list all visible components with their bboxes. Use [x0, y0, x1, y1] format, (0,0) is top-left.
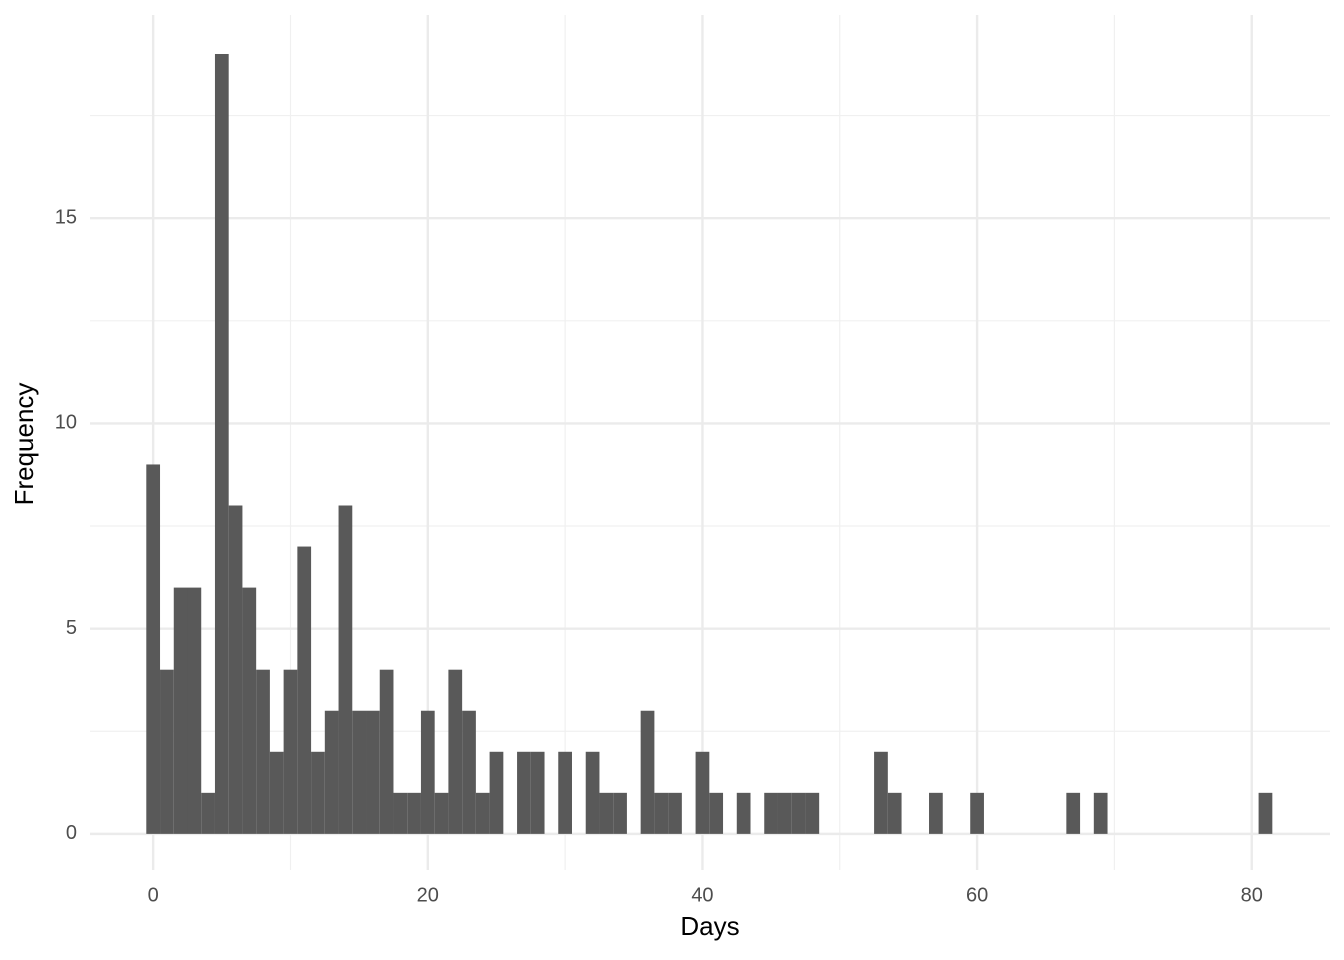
x-tick-label: 20 — [417, 884, 439, 906]
bar — [970, 792, 984, 834]
y-tick-label: 10 — [55, 412, 77, 434]
bar — [558, 751, 572, 834]
bar — [929, 792, 943, 834]
bar — [407, 792, 421, 834]
x-tick-label: 40 — [691, 884, 713, 906]
bar — [201, 792, 215, 834]
bar — [228, 505, 243, 834]
bar — [709, 792, 724, 834]
bar — [654, 792, 669, 834]
bar — [283, 669, 298, 834]
bar — [366, 710, 380, 834]
x-axis-title: Days — [680, 911, 739, 941]
bar — [187, 587, 202, 834]
y-tick-label: 15 — [55, 206, 77, 228]
bar — [805, 792, 820, 834]
bar — [1093, 792, 1108, 834]
bar — [1066, 792, 1081, 834]
bar — [613, 792, 627, 834]
bar — [764, 792, 778, 834]
bar — [640, 710, 655, 834]
bar — [530, 751, 545, 834]
bar — [173, 587, 188, 834]
x-tick-label: 0 — [148, 884, 159, 906]
bar — [214, 53, 229, 834]
bar — [777, 792, 792, 834]
y-axis-title: Frequency — [9, 383, 39, 506]
y-tick-label: 5 — [66, 617, 77, 639]
bar — [736, 792, 751, 834]
bar — [269, 751, 284, 834]
bar — [297, 546, 312, 834]
bar — [1258, 792, 1273, 834]
bar — [887, 792, 902, 834]
bar — [256, 669, 270, 834]
bar — [311, 751, 325, 834]
bar — [352, 710, 367, 834]
bar — [475, 792, 490, 834]
bar — [874, 751, 888, 834]
bar — [324, 710, 339, 834]
x-tick-label: 80 — [1241, 884, 1263, 906]
x-tick-label: 60 — [966, 884, 988, 906]
bar — [242, 587, 257, 834]
bar — [791, 792, 806, 834]
bar — [599, 792, 614, 834]
y-tick-label: 0 — [66, 822, 77, 844]
bar — [434, 792, 449, 834]
bar — [448, 669, 463, 834]
bar — [393, 792, 408, 834]
bar — [668, 792, 682, 834]
bar — [379, 669, 394, 834]
bar — [338, 505, 353, 834]
bar — [695, 751, 710, 834]
bar — [489, 751, 504, 834]
bar — [517, 751, 531, 834]
bar — [146, 464, 161, 834]
bar — [420, 710, 435, 834]
bar — [160, 669, 174, 834]
bar — [462, 710, 476, 834]
bar — [585, 751, 600, 834]
